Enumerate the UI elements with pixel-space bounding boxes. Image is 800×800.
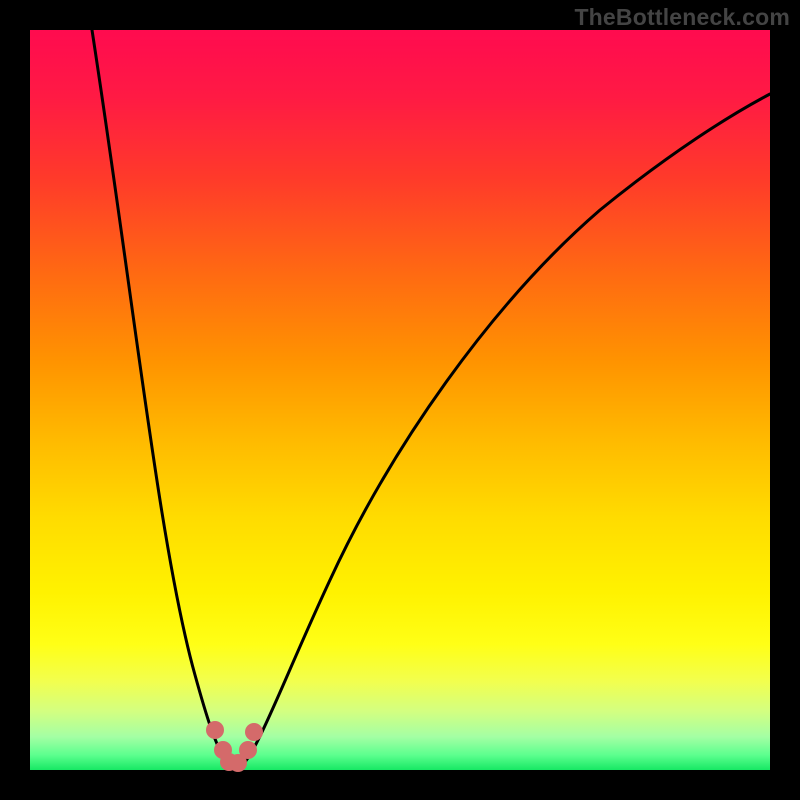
- data-marker: [245, 723, 263, 741]
- bottleneck-curve: [92, 30, 770, 768]
- data-marker: [239, 741, 257, 759]
- watermark-text: TheBottleneck.com: [574, 4, 790, 31]
- curve-layer: [30, 30, 770, 770]
- data-marker: [206, 721, 224, 739]
- plot-area: [30, 30, 770, 770]
- chart-frame: TheBottleneck.com: [0, 0, 800, 800]
